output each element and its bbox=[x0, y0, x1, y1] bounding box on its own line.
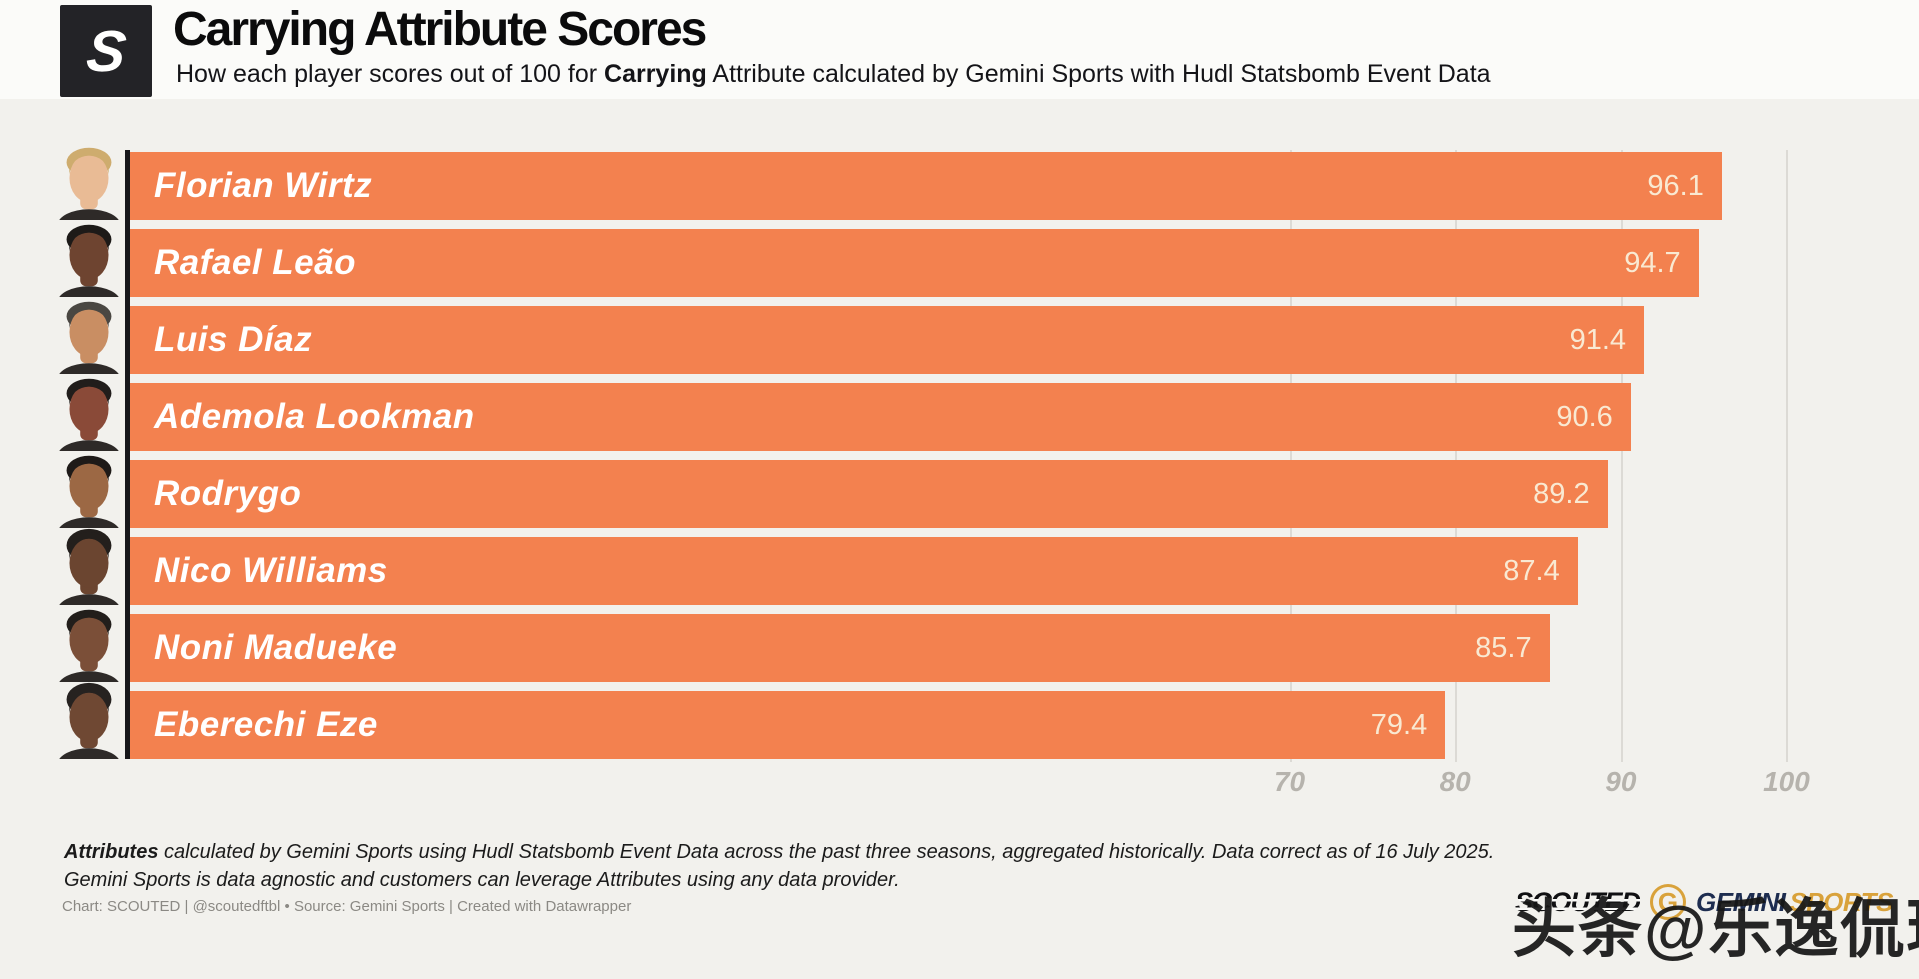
player-avatar bbox=[48, 677, 130, 759]
bar-value-label: 87.4 bbox=[1503, 554, 1560, 587]
x-tick-label: 80 bbox=[1439, 766, 1471, 797]
bar: Florian Wirtz 96.1 bbox=[130, 152, 1722, 220]
x-tick-label: 70 bbox=[1273, 766, 1306, 797]
player-avatar bbox=[48, 600, 130, 682]
gridline-80 bbox=[1455, 150, 1458, 762]
bar-row: Luis Díaz 91.4 bbox=[59, 301, 1919, 374]
player-avatar bbox=[48, 523, 130, 605]
gemini-wordmark: GEMINI bbox=[1696, 886, 1786, 917]
bar-row: Nico Williams 87.4 bbox=[59, 528, 1919, 605]
player-name-label: Nico Williams bbox=[154, 551, 388, 590]
bar: Nico Williams 87.4 bbox=[130, 537, 1578, 605]
bar-value-label: 89.2 bbox=[1533, 477, 1590, 510]
gridline-100 bbox=[1786, 150, 1789, 762]
bar-row: Eberechi Eze 79.4 bbox=[59, 682, 1919, 759]
player-avatar bbox=[48, 446, 130, 528]
plot-area bbox=[130, 150, 1919, 762]
bar-value-label: 85.7 bbox=[1475, 631, 1532, 664]
footnote: Attributes calculated by Gemini Sports u… bbox=[64, 838, 1494, 894]
brand-logos: SCOUTED G GEMINI SPORTS bbox=[1515, 884, 1893, 920]
bar: Rodrygo 89.2 bbox=[130, 460, 1608, 528]
gridline-90 bbox=[1620, 150, 1623, 762]
bar: Ademola Lookman 90.6 bbox=[130, 383, 1631, 451]
player-name-label: Luis Díaz bbox=[154, 320, 313, 359]
player-name-label: Florian Wirtz bbox=[154, 166, 373, 205]
gemini-sports-wordmark: SPORTS bbox=[1789, 886, 1893, 917]
scouted-s-logo-icon: S bbox=[60, 5, 152, 97]
credit-line: Chart: SCOUTED | @scoutedftbl • Source: … bbox=[62, 898, 632, 915]
bar: Eberechi Eze 79.4 bbox=[130, 691, 1446, 759]
bar-value-label: 94.7 bbox=[1624, 246, 1681, 279]
bar-value-label: 79.4 bbox=[1370, 708, 1428, 741]
bar-value-label: 96.1 bbox=[1647, 169, 1704, 202]
bar-row: Noni Madueke 85.7 bbox=[59, 609, 1919, 682]
x-tick-label: 90 bbox=[1605, 766, 1637, 797]
x-tick-label: 100 bbox=[1763, 766, 1810, 797]
page-subtitle: How each player scores out of 100 for Ca… bbox=[176, 60, 1491, 88]
watermark-text: 头条@乐逸侃球 bbox=[1512, 893, 1919, 965]
bar: Noni Madueke 85.7 bbox=[130, 614, 1550, 682]
player-avatar bbox=[48, 138, 130, 220]
page-title: Carrying Attribute Scores bbox=[173, 3, 707, 56]
logo-glyph: S bbox=[83, 18, 129, 84]
header: S Carrying Attribute Scores How each pla… bbox=[0, 0, 1919, 99]
player-name-label: Eberechi Eze bbox=[154, 705, 378, 744]
player-name-label: Rafael Leão bbox=[154, 243, 356, 282]
bar: Rafael Leão 94.7 bbox=[130, 229, 1699, 297]
x-axis: 70 80 90 100 bbox=[130, 766, 1919, 802]
player-avatar bbox=[48, 292, 130, 374]
bar-value-label: 90.6 bbox=[1556, 400, 1613, 433]
bar-rows: Florian Wirtz 96.1 Rafael Leão 94.7 bbox=[59, 147, 1919, 759]
player-avatar bbox=[48, 215, 130, 297]
player-name-label: Rodrygo bbox=[154, 474, 302, 513]
bar-row: Rodrygo 89.2 bbox=[59, 455, 1919, 528]
gridline-70 bbox=[1289, 150, 1292, 762]
axis-baseline bbox=[125, 150, 130, 759]
footnote-line-2: Gemini Sports is data agnostic and custo… bbox=[64, 869, 900, 891]
gemini-g-icon: G bbox=[1650, 884, 1687, 920]
bar-row: Rafael Leão 94.7 bbox=[59, 224, 1919, 297]
player-name-label: Noni Madueke bbox=[154, 628, 398, 667]
bar-row: Ademola Lookman 90.6 bbox=[59, 378, 1919, 451]
bar-row: Florian Wirtz 96.1 bbox=[59, 147, 1919, 220]
player-name-label: Ademola Lookman bbox=[154, 397, 475, 436]
scouted-wordmark: SCOUTED bbox=[1515, 886, 1641, 917]
bar: Luis Díaz 91.4 bbox=[130, 306, 1645, 374]
bar-value-label: 91.4 bbox=[1569, 323, 1627, 356]
footnote-line-1: Attributes calculated by Gemini Sports u… bbox=[64, 841, 1495, 863]
player-avatar bbox=[48, 369, 130, 451]
